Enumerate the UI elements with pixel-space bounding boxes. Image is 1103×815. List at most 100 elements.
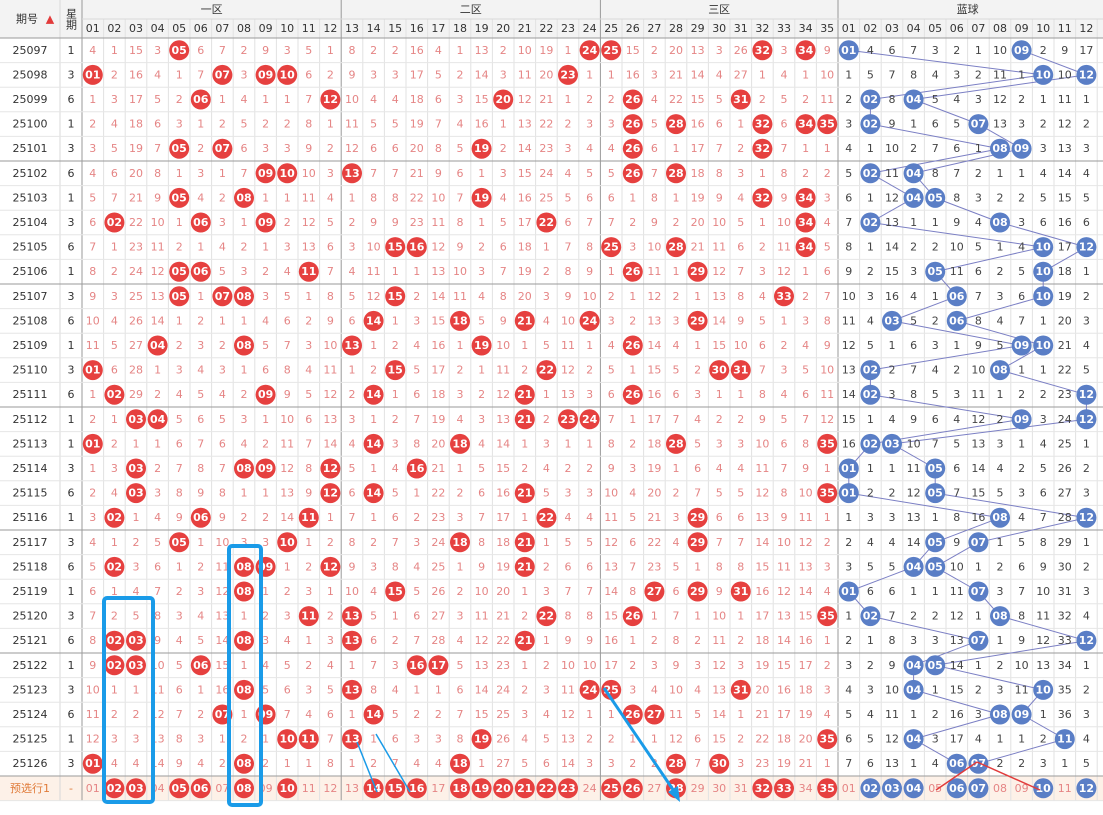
trend-line xyxy=(956,295,1044,322)
omission: 1 xyxy=(349,757,356,770)
omission: 14 xyxy=(475,683,489,696)
omission: 4 xyxy=(111,314,118,327)
omission: 1 xyxy=(1040,93,1047,106)
hit-ball xyxy=(234,335,254,356)
omission: 4 xyxy=(478,437,485,450)
omission: 17 xyxy=(496,511,510,524)
omission: 3 xyxy=(435,733,442,746)
omission: 8 xyxy=(392,560,399,573)
omission: 5 xyxy=(392,487,399,500)
omission: 23 xyxy=(496,659,510,672)
omission: 21 xyxy=(1058,339,1072,352)
hit-ball xyxy=(255,384,276,405)
omission: 12 xyxy=(475,634,489,647)
trend-line xyxy=(935,517,1001,543)
hit-ball xyxy=(687,581,708,602)
omission: 3 xyxy=(910,634,917,647)
omission: 20 xyxy=(539,68,553,81)
omission: 2 xyxy=(997,757,1004,770)
omission: 2 xyxy=(716,413,723,426)
hit-number: 09 xyxy=(1014,44,1029,57)
omission: 23 xyxy=(431,511,445,524)
preselect-number: 25 xyxy=(604,782,619,795)
omission: 2 xyxy=(910,610,917,623)
column-label: 10 xyxy=(280,22,294,35)
hit-ball xyxy=(990,606,1010,627)
omission: 4 xyxy=(154,511,161,524)
omission: 3 xyxy=(284,44,291,57)
omission: 2 xyxy=(586,462,593,475)
omission: 1 xyxy=(845,511,852,524)
omission: 2 xyxy=(629,659,636,672)
omission: 3 xyxy=(111,462,118,475)
omission: 6 xyxy=(586,560,593,573)
omission: 2 xyxy=(176,339,183,352)
hit-number: 12 xyxy=(323,487,338,500)
hit-number: 05 xyxy=(928,659,943,672)
hit-ball xyxy=(450,532,470,553)
omission: 3 xyxy=(111,733,118,746)
omission: 5 xyxy=(154,93,161,106)
omission: 17 xyxy=(691,142,705,155)
hit-ball xyxy=(212,286,233,307)
omission: 1 xyxy=(521,585,528,598)
weekday: 3 xyxy=(68,364,75,377)
omission: 15 xyxy=(626,44,640,57)
omission: 7 xyxy=(889,68,896,81)
omission: 20 xyxy=(647,487,661,500)
hit-number: 01 xyxy=(85,437,100,450)
omission: 5 xyxy=(824,241,831,254)
issue: 25125 xyxy=(13,733,48,746)
omission: 8 xyxy=(586,241,593,254)
omission: 3 xyxy=(1083,487,1090,500)
omission: 7 xyxy=(651,167,658,180)
omission: 8 xyxy=(89,634,96,647)
omission: 4 xyxy=(1018,511,1025,524)
omission: 21 xyxy=(691,241,705,254)
omission: 6 xyxy=(111,364,118,377)
omission: 1 xyxy=(392,265,399,278)
omission: 9 xyxy=(370,216,377,229)
hit-ball xyxy=(169,261,190,282)
omission: 5 xyxy=(327,683,334,696)
omission: 4 xyxy=(651,683,658,696)
trend-line xyxy=(848,492,1001,519)
omission: 1 xyxy=(392,610,399,623)
column-label: 29 xyxy=(691,22,705,35)
omission: 1 xyxy=(867,142,874,155)
omission: 4 xyxy=(176,388,183,401)
omission: 9 xyxy=(176,757,183,770)
omission: 1 xyxy=(305,290,312,303)
highlight-box xyxy=(102,596,155,804)
column-label: 05 xyxy=(928,22,942,35)
omission: 12 xyxy=(907,487,921,500)
omission: 17 xyxy=(647,413,661,426)
omission: 8 xyxy=(305,462,312,475)
omission: 2 xyxy=(673,290,680,303)
omission: 2 xyxy=(305,314,312,327)
zone-label: 一区 xyxy=(201,3,223,16)
omission: 14 xyxy=(971,462,985,475)
omission: 10 xyxy=(712,216,726,229)
omission: 3 xyxy=(737,659,744,672)
omission: 7 xyxy=(327,733,334,746)
hit-number: 34 xyxy=(798,118,814,131)
hit-number: 08 xyxy=(992,610,1007,623)
omission: 4 xyxy=(413,560,420,573)
omission: 9 xyxy=(910,413,917,426)
omission: 36 xyxy=(1058,708,1072,721)
omission: 32 xyxy=(1058,610,1072,623)
omission: 1 xyxy=(241,216,248,229)
omission: 9 xyxy=(392,216,399,229)
omission: 1 xyxy=(1083,659,1090,672)
omission: 4 xyxy=(910,290,917,303)
omission: 4 xyxy=(867,314,874,327)
omission: 2 xyxy=(737,413,744,426)
omission: 12 xyxy=(993,93,1007,106)
preselect-number: 06 xyxy=(949,782,965,795)
omission: 1 xyxy=(953,339,960,352)
omission: 1 xyxy=(197,241,204,254)
omission: 5 xyxy=(478,462,485,475)
omission: 21 xyxy=(799,757,813,770)
omission: 12 xyxy=(151,265,165,278)
